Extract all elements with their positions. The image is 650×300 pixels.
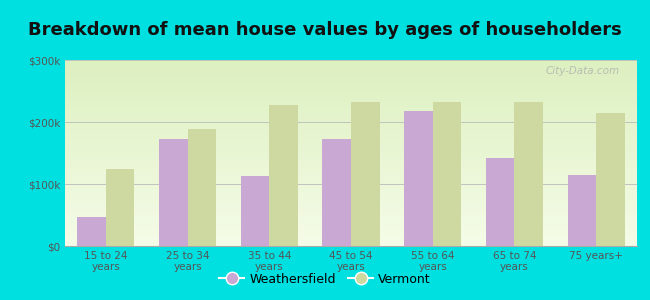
Bar	[486, 158, 514, 246]
Bar	[596, 113, 625, 246]
Bar	[404, 111, 433, 246]
Bar	[77, 217, 106, 246]
Bar	[322, 140, 351, 246]
Text: City-Data.com: City-Data.com	[546, 66, 620, 76]
Bar	[240, 176, 269, 246]
Bar	[567, 175, 596, 246]
Legend: Weathersfield, Vermont: Weathersfield, Vermont	[214, 268, 436, 291]
Bar	[514, 102, 543, 246]
Bar	[159, 140, 188, 246]
Text: Breakdown of mean house values by ages of householders: Breakdown of mean house values by ages o…	[28, 21, 622, 39]
Bar	[188, 129, 216, 246]
Bar	[269, 105, 298, 246]
Bar	[106, 169, 135, 246]
Bar	[433, 102, 462, 246]
Bar	[351, 101, 380, 246]
